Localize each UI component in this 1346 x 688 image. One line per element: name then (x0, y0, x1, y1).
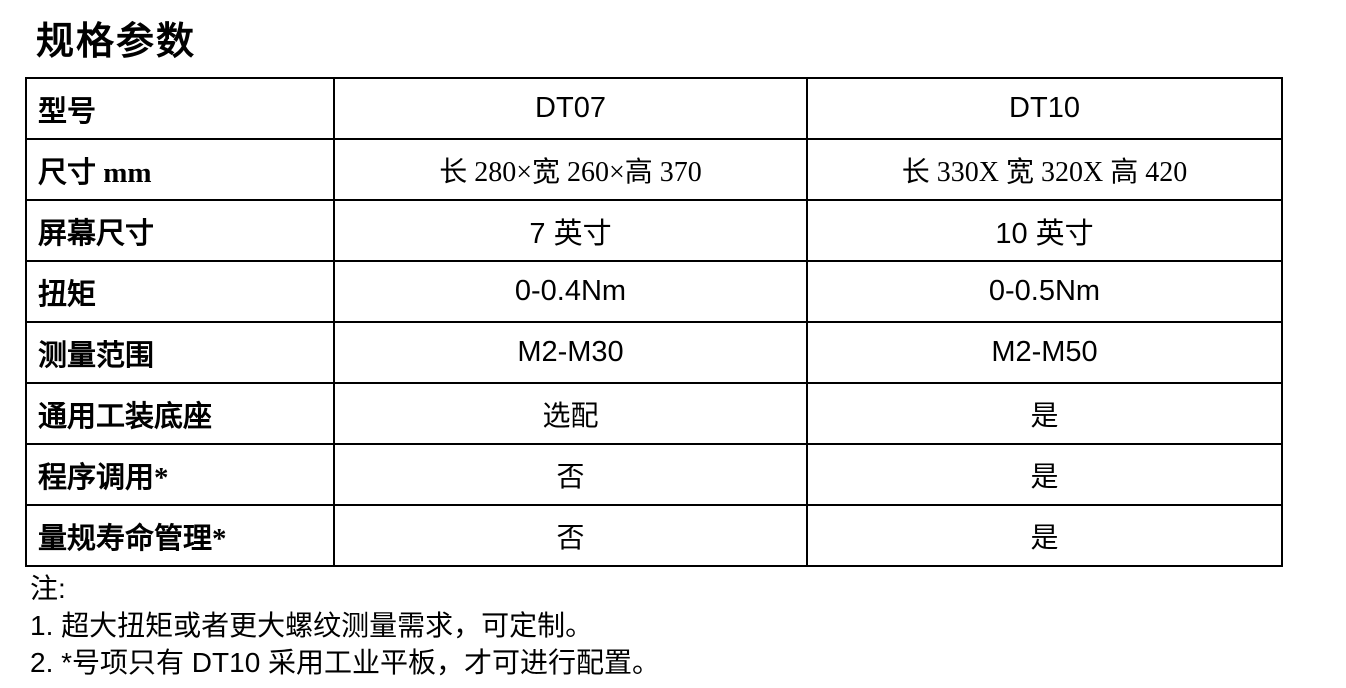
row-model-dt10: DT10 (806, 77, 1283, 140)
footnote-2: 2. *号项只有 DT10 采用工业平板，才可进行配置。 (30, 647, 661, 678)
row-torque-label: 扭矩 (25, 260, 335, 323)
row-measurement-range-dt10: M2-M50 (806, 321, 1283, 384)
row-screen-size: 屏幕尺寸 7 英寸 10 英寸 (25, 199, 1283, 262)
row-torque-dt10: 0-0.5Nm (806, 260, 1283, 323)
row-measurement-range-dt07: M2-M30 (333, 321, 808, 384)
row-torque-dt07: 0-0.4Nm (333, 260, 808, 323)
row-model-dt07: DT07 (333, 77, 808, 140)
row-dimensions-mm: 尺寸 mm 长 280×宽 260×高 370 长 330X 宽 320X 高 … (25, 138, 1283, 201)
footnotes: 注: 1. 超大扭矩或者更大螺纹测量需求，可定制。 2. *号项只有 DT10 … (30, 570, 660, 681)
row-gauge-life-management: 量规寿命管理* 否 是 (25, 504, 1283, 567)
row-torque: 扭矩 0-0.4Nm 0-0.5Nm (25, 260, 1283, 323)
row-model-label: 型号 (25, 77, 335, 140)
row-dimensions-label: 尺寸 mm (25, 138, 335, 201)
row-measurement-range-label: 测量范围 (25, 321, 335, 384)
row-measurement-range: 测量范围 M2-M30 M2-M50 (25, 321, 1283, 384)
row-program-recall-dt10: 是 (806, 443, 1283, 506)
row-gauge-life-management-dt10: 是 (806, 504, 1283, 567)
row-gauge-life-management-label: 量规寿命管理* (25, 504, 335, 567)
footnote-1: 1. 超大扭矩或者更大螺纹测量需求，可定制。 (30, 610, 594, 641)
footnotes-heading: 注: (30, 573, 66, 604)
row-screen-size-dt07: 7 英寸 (333, 199, 808, 262)
row-program-recall-dt07: 否 (333, 443, 808, 506)
row-screen-size-dt10: 10 英寸 (806, 199, 1283, 262)
row-universal-fixture-base-dt07: 选配 (333, 382, 808, 445)
row-gauge-life-management-dt07: 否 (333, 504, 808, 567)
page-title: 规格参数 (36, 21, 197, 63)
row-universal-fixture-base: 通用工装底座 选配 是 (25, 382, 1283, 445)
row-program-recall-label: 程序调用* (25, 443, 335, 506)
row-program-recall: 程序调用* 否 是 (25, 443, 1283, 506)
row-universal-fixture-base-dt10: 是 (806, 382, 1283, 445)
row-screen-size-label: 屏幕尺寸 (25, 199, 335, 262)
row-universal-fixture-base-label: 通用工装底座 (25, 382, 335, 445)
row-model: 型号 DT07 DT10 (25, 77, 1283, 140)
spec-table: 型号 DT07 DT10 尺寸 mm 长 280×宽 260×高 370 长 3… (25, 77, 1283, 567)
row-dimensions-dt07: 长 280×宽 260×高 370 (333, 138, 808, 201)
row-dimensions-dt10: 长 330X 宽 320X 高 420 (806, 138, 1283, 201)
